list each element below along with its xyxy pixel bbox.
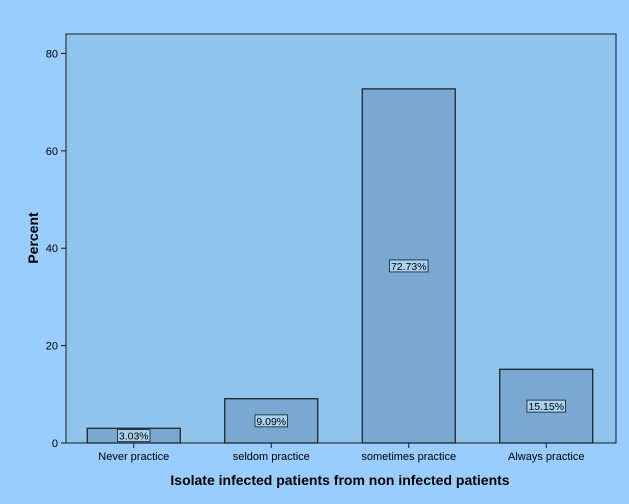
data-label-box [254,414,288,428]
data-label-box [526,399,566,413]
x-axis-title: Isolate infected patients from non infec… [170,472,509,488]
y-tick-label: 20 [46,341,58,353]
y-tick-label: 40 [46,243,58,255]
y-tick-label: 80 [46,48,58,60]
data-label: 72.73% [391,261,427,273]
data-label-box [117,429,151,443]
bars-group: 3.03% 9.09% 72.73% 15.15% [86,88,594,444]
y-axis-title: Percent [25,212,41,264]
x-axis: Never practice seldom practice sometimes p… [98,443,584,463]
data-label-box [389,259,429,273]
x-tick-label: Always practice [508,451,584,463]
data-label: 9.09% [256,416,286,428]
data-label: 3.03% [119,431,149,443]
y-tick-label: 60 [46,146,58,158]
y-axis: 0 20 40 60 80 [46,48,66,450]
y-tick-label: 0 [52,438,58,450]
x-tick-label: sometimes practice [361,451,456,463]
x-tick-label: Never practice [98,451,169,463]
x-tick-label: seldom practice [233,451,310,463]
data-label: 15.15% [528,401,564,413]
